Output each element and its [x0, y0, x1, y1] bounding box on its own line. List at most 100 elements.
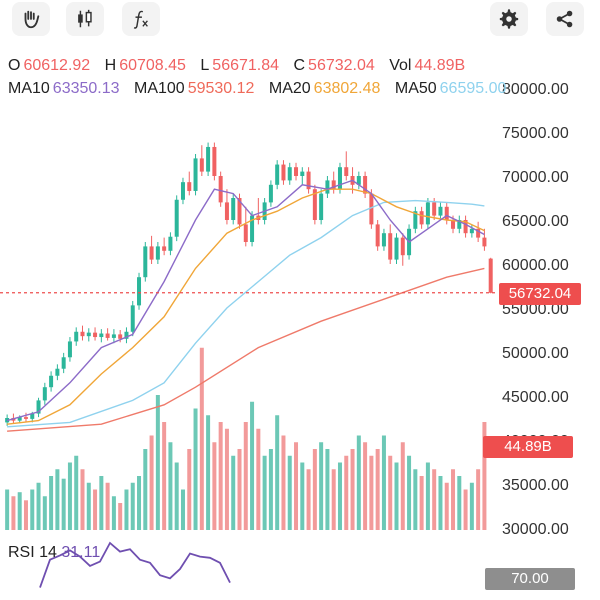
candle-body [413, 211, 418, 229]
volume-bar [130, 482, 135, 530]
share-icon [556, 10, 573, 28]
ma10-value: 63350.13 [52, 80, 120, 97]
volume-bar [86, 482, 91, 530]
volume-bar [61, 478, 66, 530]
volume-bar [187, 449, 192, 530]
volume-bar [268, 449, 273, 530]
ma50-line [7, 199, 485, 428]
settings-button[interactable] [490, 2, 528, 36]
candle-body [55, 368, 60, 376]
volume-bar [369, 455, 374, 530]
candle-body [312, 189, 317, 220]
volume-bar [80, 469, 85, 530]
volume-bar [469, 482, 474, 530]
volume-bar [118, 503, 123, 530]
volume-bar [425, 462, 430, 530]
hand-tool-icon [24, 10, 40, 29]
candle-body [400, 237, 405, 256]
candle-body [344, 167, 349, 176]
candle-body [237, 198, 242, 225]
volume-bar [344, 455, 349, 530]
candle-body [451, 220, 456, 229]
volume-bar [419, 476, 424, 530]
volume-bar [281, 435, 286, 530]
candle-body [143, 246, 148, 278]
volume-bar [162, 422, 167, 530]
low-value: 56671.84 [212, 57, 280, 74]
candle-body [457, 220, 462, 229]
volume-bar [155, 395, 160, 530]
volume-bar [306, 469, 311, 530]
volume-bar [432, 469, 437, 530]
rsi-label: RSI 14 [8, 544, 57, 561]
volume-bar [262, 455, 267, 530]
volume-bar [49, 476, 54, 530]
volume-bar [250, 401, 255, 530]
volume-bar [42, 496, 47, 530]
y-tick-label: 50000.00 [502, 345, 569, 362]
volume-bar [331, 469, 336, 530]
ma10-label: MA10 [8, 80, 50, 97]
volume-bar [149, 435, 154, 530]
ma10-line [6, 179, 485, 422]
share-button[interactable] [546, 2, 584, 36]
volume-bar [193, 408, 198, 530]
ma20-line [7, 188, 485, 425]
candle-body [432, 202, 437, 216]
candle-body [155, 246, 160, 260]
volume-bar [218, 422, 223, 530]
moving-averages [6, 179, 485, 432]
volume-bar [174, 462, 179, 530]
hand-tool-button[interactable] [12, 2, 50, 36]
volume-bar [451, 469, 456, 530]
volume-bar [350, 449, 355, 530]
candle-body [180, 182, 185, 200]
candle-body [199, 158, 204, 172]
candle-body [476, 228, 481, 238]
volume-bar [168, 442, 173, 530]
candle-body [193, 158, 198, 191]
candle-body [111, 334, 116, 338]
volume-bar [381, 435, 386, 530]
volume-bar [400, 442, 405, 530]
function-button[interactable] [122, 2, 160, 36]
volume-bar [67, 462, 72, 530]
candle-body [218, 176, 223, 203]
volume-bar [99, 476, 104, 530]
candle-body [86, 332, 91, 337]
candle-body [425, 202, 430, 225]
y-tick-label: 70000.00 [502, 169, 569, 186]
candle-body [287, 167, 292, 181]
candle-body [331, 180, 336, 190]
candle-body [36, 400, 41, 414]
high-label: H [104, 57, 117, 74]
volume-value: 44.89B [414, 57, 466, 74]
volume-bar [17, 492, 22, 530]
volume-label: Vol [389, 57, 412, 74]
function-icon [133, 10, 148, 29]
volume-bar [457, 476, 462, 530]
last-price-tag: 56732.04 [499, 283, 581, 305]
candlestick-button[interactable] [66, 2, 104, 36]
candle-body [369, 193, 374, 225]
volume-bar [111, 496, 116, 530]
candle-body [149, 246, 154, 260]
volume-bar [137, 476, 142, 530]
volume-bar [256, 428, 261, 530]
candle-body [488, 258, 493, 293]
volume-bars [5, 347, 487, 530]
candle-body [394, 237, 399, 260]
toolbar [0, 0, 600, 44]
candle-body [30, 413, 35, 419]
volume-bar [231, 455, 236, 530]
volume-bar [105, 482, 110, 530]
candle-body [105, 333, 110, 338]
candle-body [80, 331, 85, 337]
candle-body [93, 332, 98, 338]
close-label: C [293, 57, 306, 74]
volume-bar [224, 428, 229, 530]
candle-body [17, 417, 22, 421]
low-label: L [200, 57, 210, 74]
volume-bar [287, 455, 292, 530]
